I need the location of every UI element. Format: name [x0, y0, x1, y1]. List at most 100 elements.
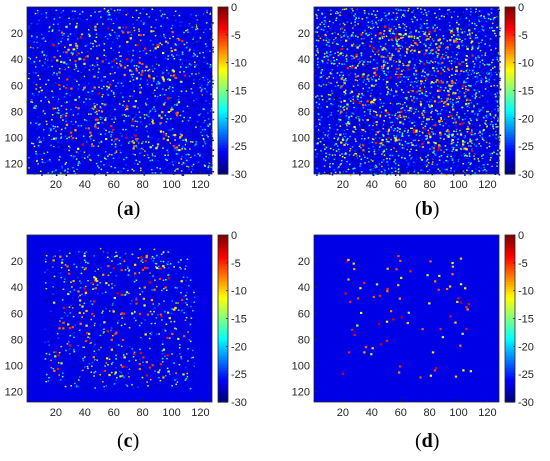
noise-cell: [156, 128, 159, 131]
noise-cell: [151, 68, 153, 70]
noise-cell: [419, 25, 422, 27]
noise-cell: [73, 68, 76, 71]
y-tick-label: 120: [5, 159, 23, 171]
noise-cell: [440, 149, 442, 151]
noise-cell: [405, 143, 408, 145]
noise-cell: [158, 84, 161, 86]
noise-cell: [380, 128, 383, 130]
noise-cell: [382, 70, 385, 73]
noise-cell: [202, 39, 204, 41]
noise-cell: [139, 144, 141, 147]
noise-cell: [82, 165, 85, 167]
noise-cell: [349, 43, 352, 45]
noise-cell: [477, 47, 479, 50]
noise-cell: [188, 148, 191, 150]
noise-cell: [402, 127, 405, 129]
noise-cell: [77, 54, 80, 57]
noise-cell: [426, 137, 429, 139]
noise-cell: [387, 40, 389, 42]
noise-cell: [88, 33, 90, 36]
noise-cell: [406, 50, 409, 52]
noise-cell: [479, 64, 481, 67]
noise-cell: [103, 18, 106, 21]
noise-cell: [93, 139, 95, 142]
noise-cell: [488, 97, 491, 99]
noise-cell: [392, 55, 395, 58]
noise-cell: [88, 35, 91, 38]
noise-cell: [46, 167, 48, 170]
noise-cell: [463, 124, 466, 127]
noise-cell: [136, 118, 139, 121]
noise-cell: [404, 98, 407, 101]
noise-cell: [382, 127, 385, 130]
noise-cell: [434, 70, 437, 73]
noise-cell: [32, 91, 35, 94]
noise-cell: [341, 8, 344, 11]
noise-cell: [150, 103, 152, 106]
noise-cell: [148, 114, 150, 116]
noise-cell: [332, 152, 335, 155]
noise-cell: [199, 76, 202, 79]
noise-cell: [398, 102, 400, 105]
noise-cell: [328, 45, 331, 47]
noise-cell: [369, 14, 372, 17]
noise-cell: [385, 148, 388, 150]
noise-cell: [346, 48, 349, 50]
noise-cell: [70, 52, 73, 54]
noise-cell: [203, 108, 205, 110]
noise-cell: [426, 164, 429, 166]
noise-cell: [38, 124, 40, 126]
noise-cell: [452, 18, 454, 20]
noise-cell: [421, 138, 423, 141]
noise-cell: [493, 150, 496, 152]
noise-cell: [72, 166, 74, 169]
noise-cell: [367, 80, 370, 82]
noise-cell: [204, 149, 206, 151]
bright-point: [122, 31, 125, 34]
noise-cell: [462, 11, 464, 14]
noise-cell: [317, 41, 320, 43]
noise-cell: [189, 86, 191, 88]
noise-cell: [334, 154, 336, 156]
noise-cell: [434, 27, 437, 30]
noise-cell: [110, 165, 113, 168]
noise-cell: [126, 55, 129, 58]
noise-cell: [376, 62, 379, 64]
noise-cell: [415, 71, 418, 73]
noise-cell: [176, 153, 179, 155]
noise-cell: [67, 122, 70, 124]
noise-cell: [123, 11, 126, 14]
noise-cell: [115, 150, 118, 152]
noise-cell: [196, 172, 199, 174]
noise-cell: [53, 110, 56, 112]
noise-cell: [354, 15, 356, 18]
noise-cell: [50, 129, 52, 132]
noise-cell: [81, 93, 83, 95]
noise-cell: [410, 26, 413, 29]
noise-cell: [101, 87, 103, 90]
noise-cell: [409, 115, 412, 117]
noise-cell: [150, 162, 153, 165]
noise-cell: [436, 166, 438, 169]
noise-cell: [165, 168, 168, 170]
noise-cell: [320, 116, 323, 118]
noise-cell: [353, 167, 356, 169]
noise-cell: [402, 69, 405, 71]
noise-cell: [360, 71, 363, 74]
noise-cell: [41, 51, 44, 54]
noise-cell: [195, 135, 197, 137]
noise-cell: [193, 154, 196, 157]
noise-cell: [499, 88, 502, 91]
noise-cell: [194, 130, 196, 132]
noise-cell: [207, 168, 209, 170]
noise-cell: [407, 9, 409, 12]
noise-cell: [61, 124, 64, 126]
noise-cell: [161, 13, 164, 16]
bright-point: [82, 58, 86, 61]
noise-cell: [132, 79, 135, 81]
noise-cell: [418, 63, 420, 65]
noise-cell: [89, 135, 91, 138]
noise-cell: [138, 72, 140, 74]
noise-cell: [484, 168, 486, 171]
noise-cell: [427, 39, 430, 42]
